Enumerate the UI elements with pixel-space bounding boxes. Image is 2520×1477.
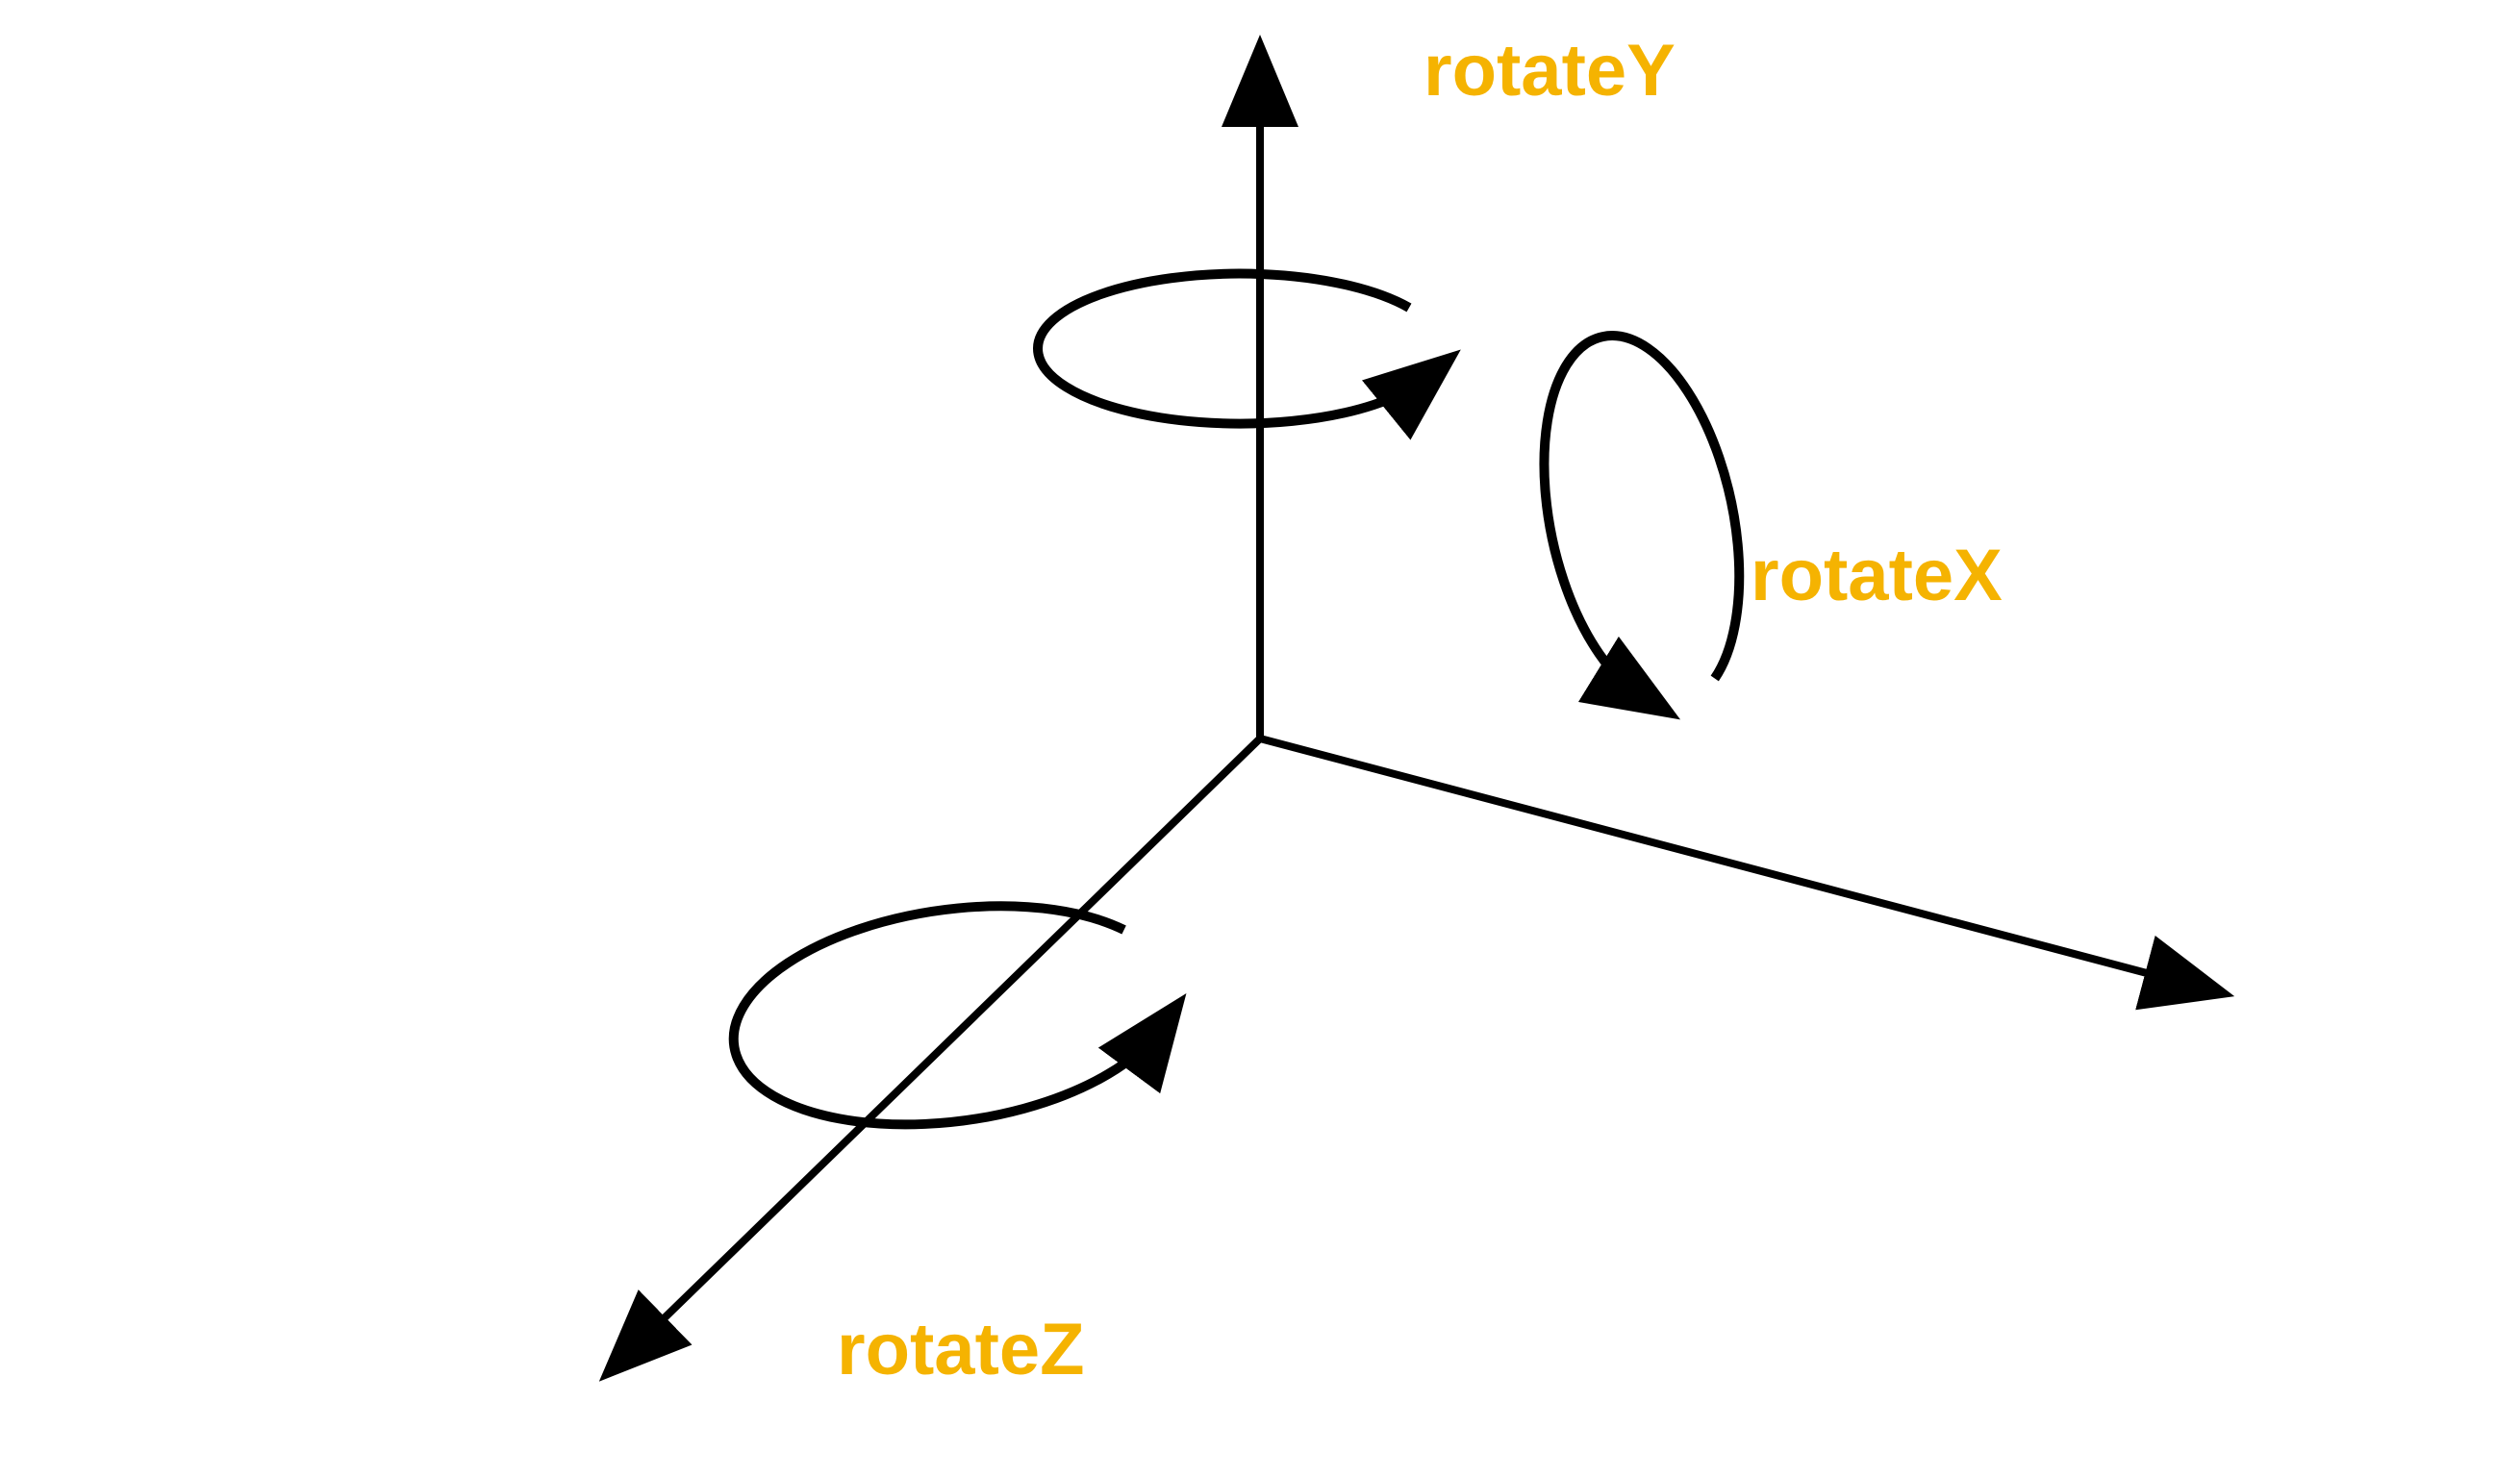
rotate-x-arc (1513, 317, 1766, 705)
x-axis (1260, 738, 2212, 990)
rotate-x-label: rotateX (1751, 534, 2003, 617)
rotate-z-label: rotateZ (837, 1308, 1085, 1391)
rotate-y-arc (1038, 274, 1424, 424)
rotate-z-arc (719, 883, 1167, 1151)
z-axis (616, 738, 1260, 1365)
rotate-y-label: rotateY (1424, 29, 1676, 113)
diagram-canvas: rotateY rotateX rotateZ (0, 0, 2520, 1477)
axes-svg (0, 0, 2520, 1477)
